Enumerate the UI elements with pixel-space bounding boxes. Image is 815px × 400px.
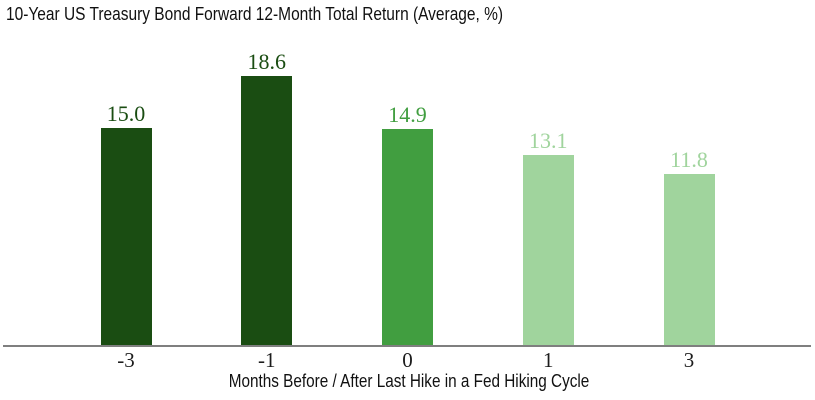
x-tick-label: 3 (683, 348, 695, 372)
x-tick-label: 0 (402, 348, 413, 372)
bar-value-label: 13.1 (529, 128, 568, 154)
bar-value-label: 18.6 (247, 48, 287, 74)
bar (241, 75, 293, 345)
x-axis-line (3, 345, 811, 347)
bar (382, 129, 433, 345)
x-tick-label: -3 (117, 348, 135, 372)
chart-title: 10-Year US Treasury Bond Forward 12-Mont… (6, 4, 504, 24)
bar-value-label: 14.9 (388, 102, 427, 128)
x-tick-label: 1 (543, 348, 554, 372)
bar-value-label: 15.0 (106, 100, 146, 126)
bar (663, 174, 715, 345)
bar-value-label: 11.8 (670, 146, 708, 172)
x-tick-label: -1 (258, 348, 276, 372)
bar (522, 155, 574, 345)
bar (100, 127, 152, 345)
x-axis-title: Months Before / After Last Hike in a Fed… (228, 371, 590, 391)
